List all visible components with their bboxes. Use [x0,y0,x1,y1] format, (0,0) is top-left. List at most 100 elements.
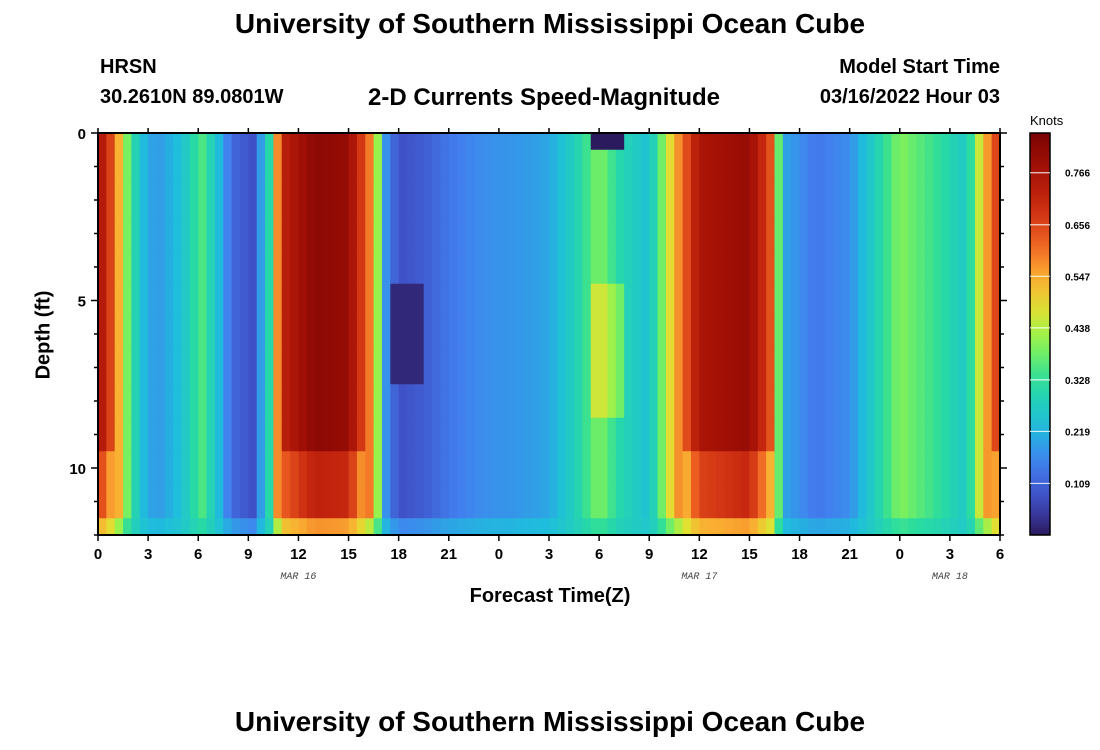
heatmap-cell [156,451,166,486]
heatmap-cell [574,518,584,536]
heatmap-cell [306,317,316,352]
heatmap-cell [281,384,291,419]
heatmap-cell [824,250,834,285]
heatmap-cell [239,518,249,536]
heatmap-cell [123,451,133,486]
heatmap-cell [448,451,458,486]
heatmap-cell [473,283,483,318]
heatmap-cell [749,384,759,419]
heatmap-cell [899,250,909,285]
heatmap-cell [106,417,116,452]
heatmap-cell [131,283,141,318]
heatmap-cell [273,283,283,318]
heatmap-cell [181,317,191,352]
heatmap-cell [841,317,851,352]
heatmap-cell [123,133,133,151]
heatmap-cell [457,216,467,251]
heatmap-cell [173,283,183,318]
heatmap-cell [398,317,408,352]
heatmap-cell [106,350,116,385]
heatmap-cell [306,484,316,519]
heatmap-cell [390,484,400,519]
heatmap-cell [540,183,550,218]
heatmap-cell [908,183,918,218]
heatmap-cell [365,250,375,285]
heatmap-cell [432,183,442,218]
heatmap-cell [557,133,567,151]
heatmap-cell [883,384,893,419]
heatmap-cell [799,216,809,251]
heatmap-cell [490,250,500,285]
heatmap-cell [440,283,450,318]
heatmap-cell [757,417,767,452]
heatmap-cell [106,183,116,218]
x-tick-label: 18 [390,546,407,563]
heatmap-cell [983,484,993,519]
heatmap-cell [498,183,508,218]
heatmap-cell [983,250,993,285]
heatmap-cell [340,250,350,285]
heatmap-cell [832,317,842,352]
model-start-value: 03/16/2022 Hour 03 [819,86,1000,108]
heatmap-cell [724,183,734,218]
heatmap-cell [189,250,199,285]
heatmap-cell [983,518,993,536]
heatmap-cell [448,317,458,352]
heatmap-cell [991,149,1001,184]
heatmap-cell [649,133,659,151]
heatmap-cell [916,451,926,486]
heatmap-cell [457,384,467,419]
heatmap-cell [248,518,258,536]
heatmap-cell [498,384,508,419]
heatmap-cell [941,133,951,151]
heatmap-cell [899,133,909,151]
heatmap-cell [549,518,558,536]
heatmap-cell [239,350,249,385]
heatmap-cell [874,183,884,218]
heatmap-cell [131,350,141,385]
heatmap-cell [807,133,817,151]
heatmap-cell [156,283,166,318]
heatmap-cell [131,518,141,536]
heatmap-cell [707,317,717,352]
heatmap-cell [373,183,383,218]
heatmap-cell [239,216,249,251]
heatmap-cell [958,317,968,352]
heatmap-cell [298,518,308,536]
heatmap-cell [791,250,801,285]
heatmap-cell [858,350,867,385]
footer-title: University of Southern Mississippi Ocean… [234,706,866,737]
heatmap-cell [983,417,993,452]
heatmap-cell [482,149,492,184]
heatmap-cell [549,183,558,218]
heatmap-cell [465,133,475,151]
x-tick-label: 15 [741,546,758,563]
heatmap-cell [941,518,951,536]
heatmap-cell [958,216,968,251]
heatmap-cell [189,518,199,536]
heatmap-cell [674,183,684,218]
heatmap-cell [540,417,550,452]
heatmap-cell [741,350,751,385]
heatmap-cell [432,133,442,151]
heatmap-cell [933,484,943,519]
heatmap-cell [173,384,183,419]
heatmap-cell [373,250,383,285]
heatmap-cell [465,518,475,536]
heatmap-cell [290,216,300,251]
x-tick-label: 3 [545,546,553,563]
heatmap-cell [381,216,391,251]
heatmap-cell [757,451,767,486]
heatmap-cell [632,417,642,452]
heatmap-cell [607,451,617,486]
heatmap-cell [707,149,717,184]
heatmap-cell [615,183,625,218]
heatmap-cell [298,133,308,151]
colorbar-tick-label: 0.328 [1065,376,1090,387]
heatmap-cell [582,484,592,519]
heatmap-cell [432,384,442,419]
heatmap-cell [699,133,709,151]
heatmap-cell [331,384,341,419]
x-tick-label: 9 [645,546,653,563]
heatmap-cell [874,317,884,352]
